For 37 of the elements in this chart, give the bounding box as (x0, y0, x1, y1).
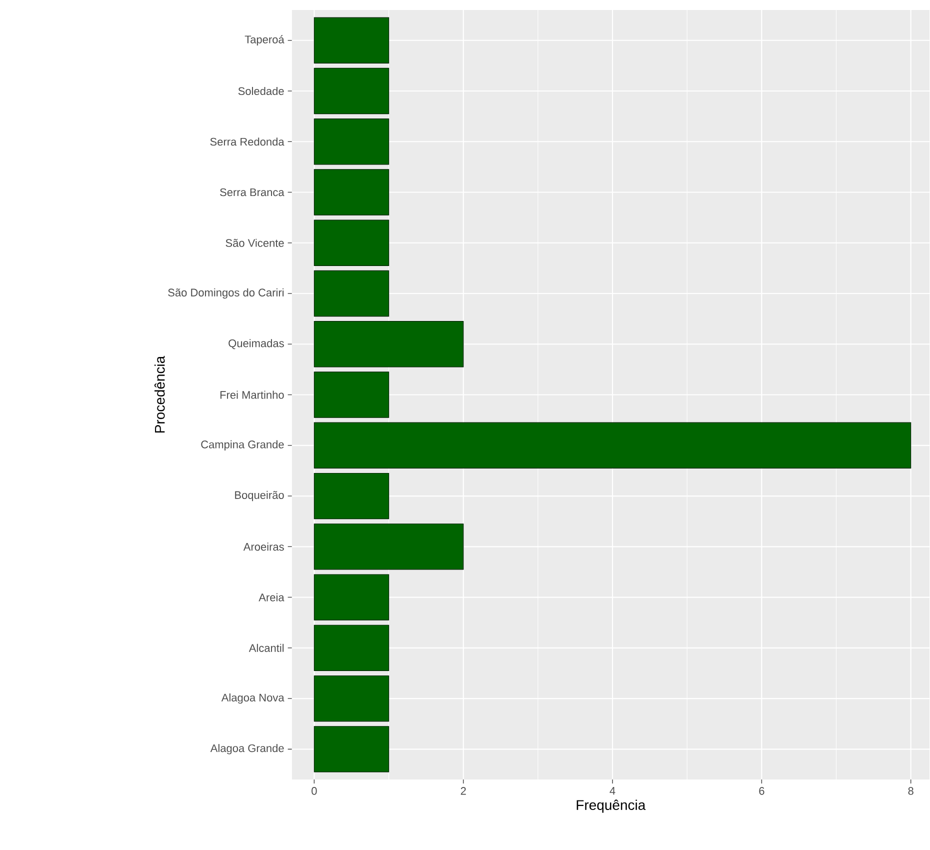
y-tick-label: Serra Redonda (210, 138, 284, 146)
y-tick-label: Soledade (238, 87, 284, 96)
bar (314, 321, 464, 368)
x-tick-label: 4 (610, 787, 616, 795)
bar (314, 625, 390, 672)
y-tick-label: Taperoá (244, 35, 284, 46)
bar (314, 68, 390, 114)
x-tick-label: 8 (908, 787, 914, 796)
bar (314, 270, 390, 317)
y-tick-label: Frei Martinho (220, 390, 284, 400)
x-tick-label: 2 (460, 787, 466, 795)
y-tick-label: São Domingos do Cariri (168, 288, 284, 299)
y-tick-label: Alagoa Grande (210, 744, 284, 755)
bar (314, 220, 390, 266)
y-tick-label: Areia (258, 593, 284, 602)
bar (314, 169, 390, 216)
bar (314, 372, 390, 418)
x-tick-label: 6 (759, 787, 764, 796)
bar (314, 473, 390, 520)
y-tick-label: Aroeiras (243, 542, 284, 551)
bar (314, 422, 912, 469)
bar (314, 118, 390, 165)
y-tick-label: São Vicente (226, 239, 284, 248)
y-tick-label: Boqueirão (235, 491, 284, 502)
y-tick-label: Serra Branca (220, 188, 284, 196)
y-tick-label: Alcantil (248, 644, 284, 652)
y-axis-title: Procedência (154, 356, 165, 433)
bar (314, 574, 390, 621)
bar (314, 18, 390, 64)
x-axis-title: Frequência (576, 800, 646, 814)
bar (314, 524, 464, 570)
bar (314, 726, 390, 772)
y-tick-label: Alagoa Nova (221, 694, 284, 704)
y-tick-label: Campina Grande (201, 440, 284, 451)
y-tick-label: Queimadas (228, 339, 284, 350)
x-tick-label: 0 (312, 787, 317, 796)
bar (314, 676, 390, 722)
